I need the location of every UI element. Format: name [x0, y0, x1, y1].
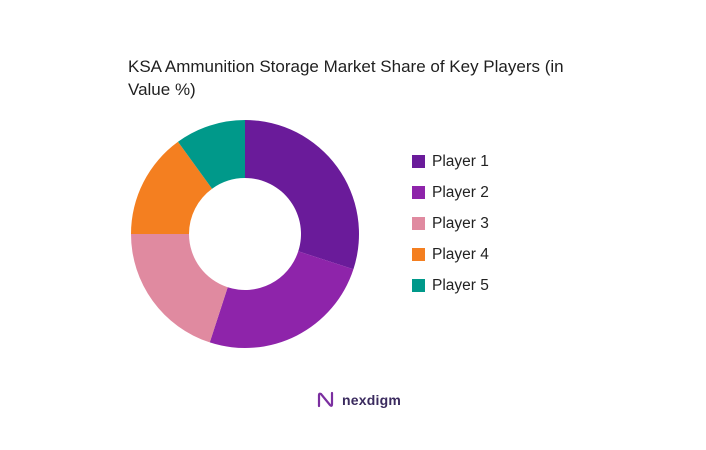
donut-slice-player-3 — [131, 234, 228, 343]
chart-title: KSA Ammunition Storage Market Share of K… — [128, 57, 564, 99]
legend-item-player-5: Player 5 — [412, 270, 489, 301]
legend-label: Player 5 — [432, 276, 489, 294]
chart-legend: Player 1 Player 2 Player 3 Player 4 Player 5 — [412, 146, 489, 301]
legend-swatch — [412, 279, 425, 292]
legend-label: Player 1 — [432, 152, 489, 170]
legend-swatch — [412, 155, 425, 168]
legend-swatch — [412, 186, 425, 199]
legend-item-player-2: Player 2 — [412, 177, 489, 208]
brand-name: nexdigm — [342, 392, 401, 408]
legend-item-player-4: Player 4 — [412, 239, 489, 270]
legend-label: Player 4 — [432, 245, 489, 263]
legend-label: Player 2 — [432, 183, 489, 201]
legend-item-player-3: Player 3 — [412, 208, 489, 239]
legend-label: Player 3 — [432, 214, 489, 232]
legend-swatch — [412, 217, 425, 230]
nexdigm-logo-icon — [317, 391, 334, 408]
donut-slice-player-5 — [177, 120, 245, 189]
legend-item-player-1: Player 1 — [412, 146, 489, 177]
donut-slice-player-4 — [131, 141, 213, 234]
legend-swatch — [412, 248, 425, 261]
brand-logo: nexdigm — [316, 390, 401, 410]
donut-slice-player-1 — [245, 120, 359, 270]
donut-slice-player-2 — [209, 251, 354, 348]
